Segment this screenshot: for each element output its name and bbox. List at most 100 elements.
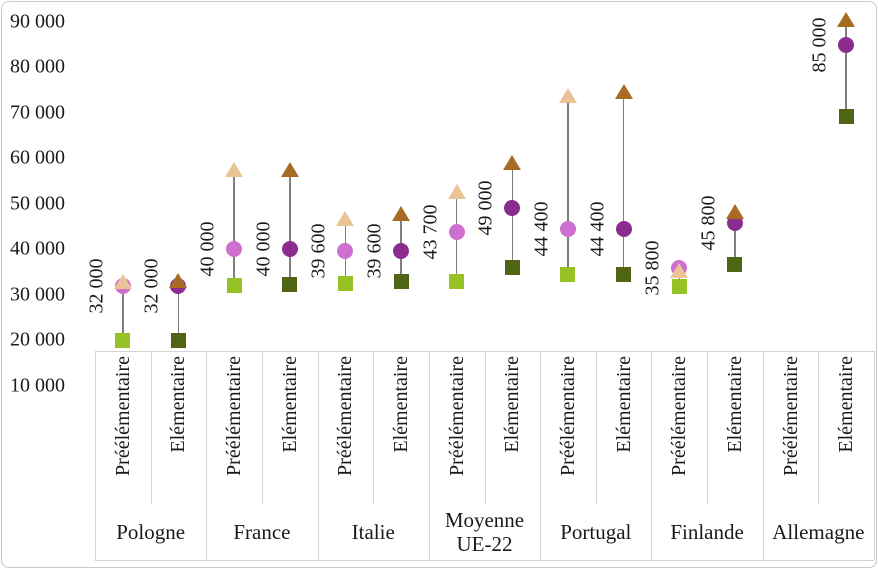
marker-square-starting-salary <box>393 274 409 290</box>
hi-lo-connector-line <box>233 169 235 286</box>
category-cell-level: Préélémentaire <box>318 352 374 503</box>
marker-triangle-top-salary <box>670 263 689 279</box>
country-label: Finlande <box>670 519 744 544</box>
category-cell-level: Elémentaire <box>707 352 763 503</box>
marker-circle-mid-salary <box>448 224 465 241</box>
marker-triangle-top-salary <box>837 12 856 28</box>
data-label: 45 800 <box>697 195 720 251</box>
level-label: Elémentaire <box>612 356 635 453</box>
hi-lo-connector-line <box>622 91 625 275</box>
marker-triangle-top-salary <box>614 84 633 100</box>
category-separator-line <box>540 351 542 560</box>
marker-square-starting-salary <box>504 260 520 276</box>
country-label: Allemagne <box>772 519 865 544</box>
data-label: 32 000 <box>140 258 163 314</box>
marker-triangle-top-salary <box>280 162 299 178</box>
data-label: 39 600 <box>363 223 386 279</box>
category-separator-line <box>428 351 430 560</box>
marker-triangle-top-salary <box>503 154 522 170</box>
y-axis-tick-label: 40 000 <box>10 237 65 260</box>
y-axis-tick-label: 10 000 <box>10 374 65 396</box>
marker-square-starting-salary <box>115 332 131 348</box>
category-cell-level: Elémentaire <box>151 352 207 503</box>
level-label: Elémentaire <box>501 356 524 453</box>
country-label: Pologne <box>116 519 186 544</box>
category-separator-line <box>762 351 764 560</box>
marker-square-starting-salary <box>616 266 632 282</box>
category-cell-level: Elémentaire <box>485 352 541 503</box>
level-label: Préélémentaire <box>111 356 134 476</box>
level-label: Préélémentaire <box>334 356 357 476</box>
marker-triangle-top-salary <box>113 274 132 290</box>
y-axis-tick-label: 70 000 <box>10 101 65 124</box>
category-separator-line <box>373 351 375 504</box>
country-label: Moyenne UE-22 <box>444 507 525 556</box>
data-label: 44 400 <box>530 201 553 257</box>
marker-triangle-top-salary <box>336 211 355 227</box>
marker-square-starting-salary <box>449 273 465 289</box>
marker-square-starting-salary <box>282 276 298 292</box>
category-separator-line <box>595 351 597 504</box>
marker-circle-mid-salary <box>504 200 521 217</box>
category-cell-level: Préélémentaire <box>651 352 707 503</box>
data-label: 43 700 <box>419 204 442 260</box>
marker-triangle-top-salary <box>225 162 244 178</box>
hi-lo-connector-line <box>122 281 124 341</box>
country-label: Italie <box>351 519 395 544</box>
marker-circle-mid-salary <box>281 241 298 258</box>
marker-square-starting-salary <box>838 109 854 125</box>
marker-square-starting-salary <box>727 257 743 273</box>
y-axis-tick-label: 30 000 <box>10 283 65 306</box>
level-label: Elémentaire <box>167 356 190 453</box>
marker-triangle-top-salary <box>169 272 188 288</box>
category-cell-level: Elémentaire <box>818 352 874 503</box>
country-label: Portugal <box>560 519 632 544</box>
category-table-bottom-line <box>95 560 874 561</box>
marker-square-starting-salary <box>560 266 576 282</box>
data-label: 49 000 <box>474 180 497 236</box>
marker-triangle-top-salary <box>725 204 744 220</box>
marker-circle-mid-salary <box>838 36 855 53</box>
marker-square-starting-salary <box>226 278 242 294</box>
marker-triangle-top-salary <box>447 184 466 200</box>
marker-triangle-top-salary <box>558 87 577 103</box>
category-cell-level: Préélémentaire <box>540 352 596 503</box>
category-cell-level: Elémentaire <box>373 352 429 503</box>
marker-square-starting-salary <box>671 278 687 294</box>
data-label: 35 800 <box>641 240 664 296</box>
category-separator-line <box>651 351 653 560</box>
category-separator-line <box>150 351 152 504</box>
category-separator-line <box>261 351 263 504</box>
marker-square-starting-salary <box>337 276 353 292</box>
y-axis-tick-label: 80 000 <box>10 55 65 78</box>
level-label: Préélémentaire <box>445 356 468 476</box>
data-label: 40 000 <box>196 221 219 277</box>
level-label: Préélémentaire <box>223 356 246 476</box>
country-label: France <box>233 519 291 544</box>
y-axis-tick-label: 60 000 <box>10 146 65 169</box>
category-cell-level: Préélémentaire <box>763 352 819 503</box>
level-label: Préélémentaire <box>779 356 802 476</box>
data-label: 32 000 <box>85 258 108 314</box>
data-label: 44 400 <box>586 201 609 257</box>
hi-lo-connector-line <box>845 19 847 117</box>
category-separator-line <box>95 351 96 560</box>
level-label: Elémentaire <box>390 356 413 453</box>
category-cell-level: Elémentaire <box>596 352 652 503</box>
marker-circle-mid-salary <box>226 241 243 258</box>
category-cell-level: Préélémentaire <box>206 352 262 503</box>
marker-circle-mid-salary <box>615 221 632 238</box>
category-cell-level: Préélémentaire <box>429 352 485 503</box>
level-label: Elémentaire <box>723 356 746 453</box>
category-separator-line <box>818 351 820 504</box>
category-cell-level: Préélémentaire <box>95 352 151 503</box>
hi-lo-connector-line <box>289 169 291 285</box>
hi-lo-connector-line <box>567 95 569 275</box>
level-label: Elémentaire <box>835 356 858 453</box>
data-label: 39 600 <box>307 223 330 279</box>
y-axis-tick-label: 90 000 <box>10 10 65 33</box>
category-cell-level: Elémentaire <box>262 352 318 503</box>
marker-circle-mid-salary <box>559 221 576 238</box>
